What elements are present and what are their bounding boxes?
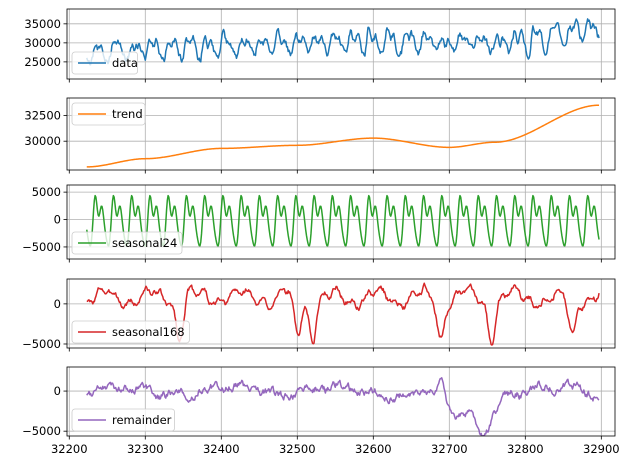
legend: remainder (71, 408, 175, 432)
y-tick-label: 30000 (24, 134, 61, 148)
y-tick-label: −5000 (22, 337, 61, 351)
x-tick-label: 32700 (431, 442, 468, 456)
y-tick-label: 0 (54, 213, 61, 227)
y-tick-label: 32500 (24, 108, 61, 122)
axes-frame (66, 184, 616, 260)
subplot-data: 25000 30000 35000 data (24, 8, 616, 83)
y-tick-label: 0 (54, 384, 61, 398)
legend-box (71, 320, 190, 344)
subplot-trend: 30000 32500 trend (24, 97, 616, 174)
axes-frame (66, 366, 616, 437)
y-tick-label: 5000 (32, 185, 61, 199)
x-tick-label: 32800 (507, 442, 544, 456)
legend: data (71, 51, 138, 75)
legend: seasonal24 (71, 231, 183, 255)
axes-frame (66, 278, 616, 349)
x-tick-label: 32200 (51, 442, 88, 456)
legend-label: trend (112, 107, 143, 121)
legend-label: seasonal24 (112, 236, 177, 250)
series-line-trend (86, 104, 600, 168)
subplot-seasonal24: −5000 0 5000 seasonal24 (22, 184, 616, 263)
legend-label: seasonal168 (112, 325, 185, 339)
x-tick-label: 32900 (583, 442, 620, 456)
legend: seasonal168 (71, 320, 190, 344)
axes-frame (66, 97, 616, 171)
y-tick-label: 35000 (24, 17, 61, 31)
subplot-seasonal168: −5000 0 seasonal168 (22, 278, 616, 352)
y-tick-label: −5000 (22, 240, 61, 254)
legend-box (71, 408, 175, 432)
y-tick-label: 25000 (24, 55, 61, 69)
legend-label: remainder (112, 413, 172, 427)
x-tick-label: 32300 (127, 442, 164, 456)
series-line-remainder (86, 377, 600, 436)
series-line-data (86, 18, 600, 66)
legend: trend (71, 102, 146, 126)
legend-label: data (112, 56, 138, 70)
legend-box (71, 102, 146, 126)
subplot-remainder: −5000 0 32200 32300 32400 32500 32600 32700 3280… (22, 366, 620, 456)
legend-box (71, 231, 183, 255)
x-tick-label: 32500 (279, 442, 316, 456)
series-line-seasonal24 (86, 194, 600, 247)
x-tick-label: 32600 (355, 442, 392, 456)
axes-frame (66, 8, 616, 80)
x-tick-label: 32400 (203, 442, 240, 456)
series-line-seasonal168 (86, 282, 600, 346)
y-tick-label: 0 (54, 297, 61, 311)
y-tick-label: −5000 (22, 424, 61, 438)
y-tick-label: 30000 (24, 36, 61, 50)
